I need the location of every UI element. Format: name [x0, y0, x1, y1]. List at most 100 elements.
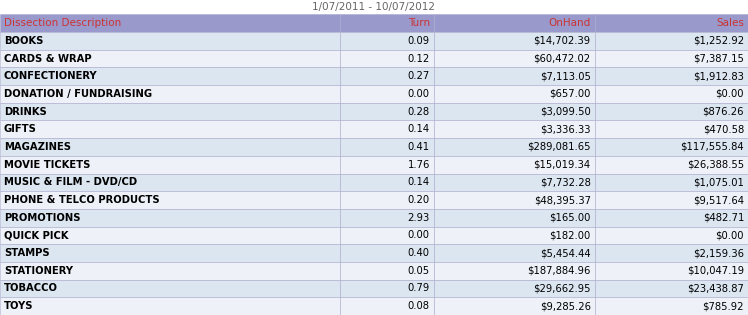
Bar [434, 244, 595, 262]
Text: Dissection Description: Dissection Description [4, 18, 121, 28]
Text: $0.00: $0.00 [716, 89, 744, 99]
Bar [595, 138, 748, 156]
Bar [340, 85, 434, 103]
Text: 0.08: 0.08 [408, 301, 430, 311]
Text: 0.27: 0.27 [408, 71, 430, 81]
Text: 0.40: 0.40 [408, 248, 430, 258]
Text: $7,387.15: $7,387.15 [693, 54, 744, 64]
Bar [340, 297, 434, 315]
Text: 0.14: 0.14 [408, 177, 430, 187]
Bar [0, 280, 340, 297]
Text: 0.00: 0.00 [408, 230, 430, 240]
Bar [0, 138, 340, 156]
Text: 1/07/2011 - 10/07/2012: 1/07/2011 - 10/07/2012 [313, 2, 435, 12]
Text: STAMPS: STAMPS [4, 248, 49, 258]
Bar [595, 174, 748, 191]
Text: 2.93: 2.93 [408, 213, 430, 223]
Bar [0, 262, 340, 280]
Bar [0, 156, 340, 174]
Text: $657.00: $657.00 [549, 89, 591, 99]
Bar [0, 209, 340, 226]
Bar [340, 191, 434, 209]
Text: CARDS & WRAP: CARDS & WRAP [4, 54, 91, 64]
Bar [595, 14, 748, 32]
Bar [434, 174, 595, 191]
Text: TOBACCO: TOBACCO [4, 284, 58, 294]
Text: $1,252.92: $1,252.92 [693, 36, 744, 46]
Text: $182.00: $182.00 [550, 230, 591, 240]
Bar [434, 209, 595, 226]
Bar [434, 50, 595, 67]
Bar [434, 191, 595, 209]
Bar [434, 262, 595, 280]
Bar [0, 174, 340, 191]
Text: $7,113.05: $7,113.05 [540, 71, 591, 81]
Bar [434, 103, 595, 120]
Text: $1,912.83: $1,912.83 [693, 71, 744, 81]
Text: DRINKS: DRINKS [4, 106, 46, 117]
Bar [595, 244, 748, 262]
Bar [340, 156, 434, 174]
Text: $876.26: $876.26 [702, 106, 744, 117]
Text: $7,732.28: $7,732.28 [540, 177, 591, 187]
Text: $26,388.55: $26,388.55 [687, 160, 744, 170]
Bar [595, 156, 748, 174]
Bar [0, 297, 340, 315]
Bar [434, 85, 595, 103]
Text: STATIONERY: STATIONERY [4, 266, 73, 276]
Bar [434, 156, 595, 174]
Text: $23,438.87: $23,438.87 [687, 284, 744, 294]
Bar [595, 226, 748, 244]
Text: Sales: Sales [716, 18, 744, 28]
Text: PHONE & TELCO PRODUCTS: PHONE & TELCO PRODUCTS [4, 195, 159, 205]
Bar [434, 138, 595, 156]
Text: $29,662.95: $29,662.95 [533, 284, 591, 294]
Text: $289,081.65: $289,081.65 [527, 142, 591, 152]
Text: $3,099.50: $3,099.50 [540, 106, 591, 117]
Bar [340, 209, 434, 226]
Bar [434, 67, 595, 85]
Bar [0, 67, 340, 85]
Text: MOVIE TICKETS: MOVIE TICKETS [4, 160, 91, 170]
Text: GIFTS: GIFTS [4, 124, 37, 134]
Bar [340, 226, 434, 244]
Bar [595, 297, 748, 315]
Text: Turn: Turn [408, 18, 430, 28]
Text: $2,159.36: $2,159.36 [693, 248, 744, 258]
Text: $3,336.33: $3,336.33 [540, 124, 591, 134]
Bar [340, 244, 434, 262]
Bar [595, 209, 748, 226]
Bar [434, 120, 595, 138]
Text: CONFECTIONERY: CONFECTIONERY [4, 71, 98, 81]
Text: BOOKS: BOOKS [4, 36, 43, 46]
Bar [0, 191, 340, 209]
Bar [0, 103, 340, 120]
Bar [595, 32, 748, 50]
Bar [0, 120, 340, 138]
Bar [340, 14, 434, 32]
Bar [434, 14, 595, 32]
Text: $165.00: $165.00 [549, 213, 591, 223]
Text: 0.09: 0.09 [408, 36, 430, 46]
Bar [340, 32, 434, 50]
Text: $470.58: $470.58 [703, 124, 744, 134]
Bar [340, 174, 434, 191]
Bar [434, 280, 595, 297]
Bar [340, 262, 434, 280]
Bar [0, 50, 340, 67]
Text: DONATION / FUNDRAISING: DONATION / FUNDRAISING [4, 89, 152, 99]
Text: 0.00: 0.00 [408, 89, 430, 99]
Text: $9,517.64: $9,517.64 [693, 195, 744, 205]
Text: 1.76: 1.76 [408, 160, 430, 170]
Text: 0.41: 0.41 [408, 142, 430, 152]
Bar [595, 262, 748, 280]
Text: $785.92: $785.92 [702, 301, 744, 311]
Bar [340, 120, 434, 138]
Text: 0.12: 0.12 [408, 54, 430, 64]
Bar [595, 103, 748, 120]
Bar [0, 14, 340, 32]
Bar [0, 32, 340, 50]
Bar [595, 50, 748, 67]
Text: MAGAZINES: MAGAZINES [4, 142, 71, 152]
Text: $5,454.44: $5,454.44 [540, 248, 591, 258]
